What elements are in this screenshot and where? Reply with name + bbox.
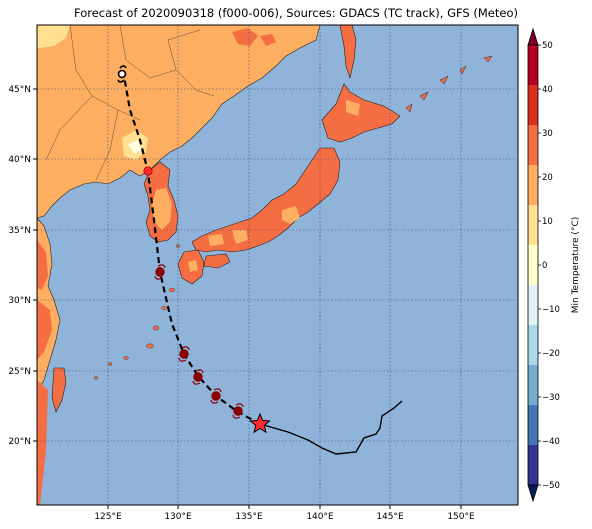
lon-tick-label: 130°E [164,512,192,522]
graticule [37,25,518,505]
colorbar-segment [528,405,538,446]
honshu-warm-patch [282,206,300,224]
cyclone-icon [211,391,221,401]
lat-tick-label: 25°N [8,367,31,377]
mainland-hot-patch [232,28,258,46]
axis-ticks [33,88,462,509]
taiwan [51,367,67,413]
colorbar-tick-label: −30 [542,393,560,403]
colorbar-segment [528,165,538,206]
map-area [37,25,518,505]
lat-tick-label: 45°N [8,85,31,95]
colorbar-segment [528,285,538,326]
japan-hokkaido [321,83,401,143]
lon-tick-label: 140°E [306,512,334,522]
cyclone-icon [233,406,243,416]
honshu-warm-patch [232,230,248,244]
cyclone-icon [155,267,165,277]
lat-tick-label: 20°N [8,437,31,447]
kuril-islands [405,55,493,113]
lat-tick-label: 30°N [8,296,31,306]
observed-track [259,400,403,455]
ryukyu-islands [93,244,180,380]
lon-tick-label: 145°E [376,512,404,522]
position-dot [143,166,153,176]
colorbar-segment [528,85,538,126]
colorbar-tick-label: −10 [542,305,560,315]
forecast-track [122,75,261,425]
colorbar-segment [528,445,538,486]
mainland-cool-patch [37,25,70,48]
china-coast-hot [37,380,48,505]
lon-tick-label: 125°E [94,512,122,522]
sakhalin [339,25,357,80]
hokkaido-warm-patch [346,100,360,116]
colorbar-segment [528,125,538,166]
colorbar-extend-min [527,484,539,503]
kyushu-warm-patch [188,260,198,272]
lon-tick-label: 135°E [235,512,263,522]
japan-honshu [191,147,341,253]
cyclone-icon [193,372,203,382]
cyclone-markers [155,267,243,416]
colorbar: 50 40 30 20 10 0 −10 −20 −30 −40 −50 [527,27,560,503]
colorbar-segment [528,45,538,86]
colorbar-tick-label: 50 [542,41,553,51]
colorbar-segment [528,205,538,246]
lat-tick-label: 40°N [8,155,31,165]
cyclone-outline-icon [117,65,127,83]
colorbar-segment [528,245,538,286]
map-frame [36,24,519,506]
map-title: Forecast of 2020090318 (f000-006), Sourc… [74,6,518,20]
colorbar-tick-label: −40 [542,437,560,447]
china-coast-hot [37,240,48,290]
colorbar-tick-label: 30 [542,129,553,139]
japan-shikoku [203,253,231,269]
colorbar-segment [528,325,538,366]
colorbar-tick-label: 20 [542,173,553,183]
current-position-star-icon [249,412,271,434]
colorbar-segment [528,365,538,406]
korea-warm-patch [152,188,172,230]
china-coast-hot [37,300,52,360]
colorbar-extend-max [527,27,539,46]
colorbar-label: Min Temperature (°C) [571,217,581,314]
cyclone-icon [179,349,189,359]
lat-tick-label: 35°N [8,226,31,236]
colorbar-tick-label: 40 [542,85,553,95]
lon-tick-label: 150°E [447,512,475,522]
colorbar-tick-label: −50 [542,481,560,491]
colorbar-tick-label: −20 [542,349,560,359]
province-boundaries [45,25,215,181]
honshu-warm-patch [208,234,224,246]
colorbar-tick-label: 0 [542,261,547,271]
mainland-cool-patch [128,140,142,154]
colorbar-tick-label: 10 [542,217,553,227]
mainland-hot-patch [260,34,276,46]
